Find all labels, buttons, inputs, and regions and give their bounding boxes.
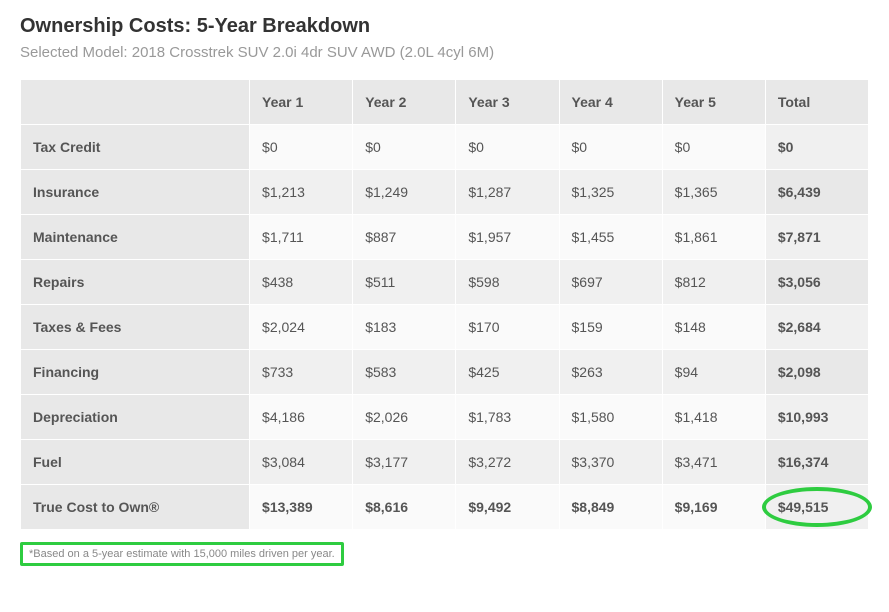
cell-year5: $9,169 [662, 485, 765, 530]
cell-year2: $1,249 [353, 170, 456, 215]
cell-total: $7,871 [765, 215, 868, 260]
col-header-blank [21, 80, 250, 125]
cell-year2: $887 [353, 215, 456, 260]
row-label: Insurance [21, 170, 250, 215]
cell-year1: $13,389 [250, 485, 353, 530]
cell-year2: $8,616 [353, 485, 456, 530]
col-header-year1: Year 1 [250, 80, 353, 125]
col-header-year5: Year 5 [662, 80, 765, 125]
cell-year4: $159 [559, 305, 662, 350]
cell-year3: $1,287 [456, 170, 559, 215]
table-row: Insurance$1,213$1,249$1,287$1,325$1,365$… [21, 170, 869, 215]
row-label: Maintenance [21, 215, 250, 260]
cell-year4: $697 [559, 260, 662, 305]
cell-year3: $1,783 [456, 395, 559, 440]
cell-year4: $1,580 [559, 395, 662, 440]
cell-total: $0 [765, 125, 868, 170]
cell-year4: $1,455 [559, 215, 662, 260]
table-row: Maintenance$1,711$887$1,957$1,455$1,861$… [21, 215, 869, 260]
cell-year3: $170 [456, 305, 559, 350]
cell-year4: $263 [559, 350, 662, 395]
cell-year3: $425 [456, 350, 559, 395]
cell-total: $16,374 [765, 440, 868, 485]
page-title: Ownership Costs: 5-Year Breakdown [20, 15, 869, 38]
table-row: Financing$733$583$425$263$94$2,098 [21, 350, 869, 395]
cell-year5: $1,418 [662, 395, 765, 440]
cell-year2: $0 [353, 125, 456, 170]
cell-year1: $4,186 [250, 395, 353, 440]
row-label: Fuel [21, 440, 250, 485]
col-header-year3: Year 3 [456, 80, 559, 125]
cell-total: $3,056 [765, 260, 868, 305]
row-label: True Cost to Own® [21, 485, 250, 530]
cell-year5: $1,365 [662, 170, 765, 215]
cell-year5: $148 [662, 305, 765, 350]
row-label: Repairs [21, 260, 250, 305]
page-subtitle: Selected Model: 2018 Crosstrek SUV 2.0i … [20, 44, 869, 61]
cell-year5: $812 [662, 260, 765, 305]
cell-total: $6,439 [765, 170, 868, 215]
table-row: True Cost to Own®$13,389$8,616$9,492$8,8… [21, 485, 869, 530]
row-label: Taxes & Fees [21, 305, 250, 350]
table-row: Depreciation$4,186$2,026$1,783$1,580$1,4… [21, 395, 869, 440]
table-header-row: Year 1 Year 2 Year 3 Year 4 Year 5 Total [21, 80, 869, 125]
cell-year4: $1,325 [559, 170, 662, 215]
cell-year3: $0 [456, 125, 559, 170]
table-row: Repairs$438$511$598$697$812$3,056 [21, 260, 869, 305]
cell-year2: $3,177 [353, 440, 456, 485]
cell-year5: $94 [662, 350, 765, 395]
cell-year2: $583 [353, 350, 456, 395]
cell-year5: $1,861 [662, 215, 765, 260]
cell-year3: $598 [456, 260, 559, 305]
cell-year1: $438 [250, 260, 353, 305]
cell-year4: $3,370 [559, 440, 662, 485]
cell-year3: $1,957 [456, 215, 559, 260]
cell-year1: $2,024 [250, 305, 353, 350]
cell-year4: $0 [559, 125, 662, 170]
col-header-total: Total [765, 80, 868, 125]
cell-year2: $511 [353, 260, 456, 305]
table-row: Taxes & Fees$2,024$183$170$159$148$2,684 [21, 305, 869, 350]
ownership-cost-table: Year 1 Year 2 Year 3 Year 4 Year 5 Total… [20, 79, 869, 530]
row-label: Depreciation [21, 395, 250, 440]
row-label: Financing [21, 350, 250, 395]
cell-year1: $733 [250, 350, 353, 395]
cell-year5: $3,471 [662, 440, 765, 485]
cell-year5: $0 [662, 125, 765, 170]
cell-total: $2,098 [765, 350, 868, 395]
cell-year3: $3,272 [456, 440, 559, 485]
cell-year2: $2,026 [353, 395, 456, 440]
row-label: Tax Credit [21, 125, 250, 170]
cell-year1: $0 [250, 125, 353, 170]
cell-year1: $1,213 [250, 170, 353, 215]
footnote: *Based on a 5-year estimate with 15,000 … [20, 542, 344, 566]
table-row: Fuel$3,084$3,177$3,272$3,370$3,471$16,37… [21, 440, 869, 485]
cell-year3: $9,492 [456, 485, 559, 530]
table-row: Tax Credit$0$0$0$0$0$0 [21, 125, 869, 170]
cell-year1: $3,084 [250, 440, 353, 485]
cell-year1: $1,711 [250, 215, 353, 260]
cell-total: $2,684 [765, 305, 868, 350]
cell-total: $10,993 [765, 395, 868, 440]
cell-year4: $8,849 [559, 485, 662, 530]
cell-total: $49,515 [765, 485, 868, 530]
cell-year2: $183 [353, 305, 456, 350]
col-header-year4: Year 4 [559, 80, 662, 125]
col-header-year2: Year 2 [353, 80, 456, 125]
